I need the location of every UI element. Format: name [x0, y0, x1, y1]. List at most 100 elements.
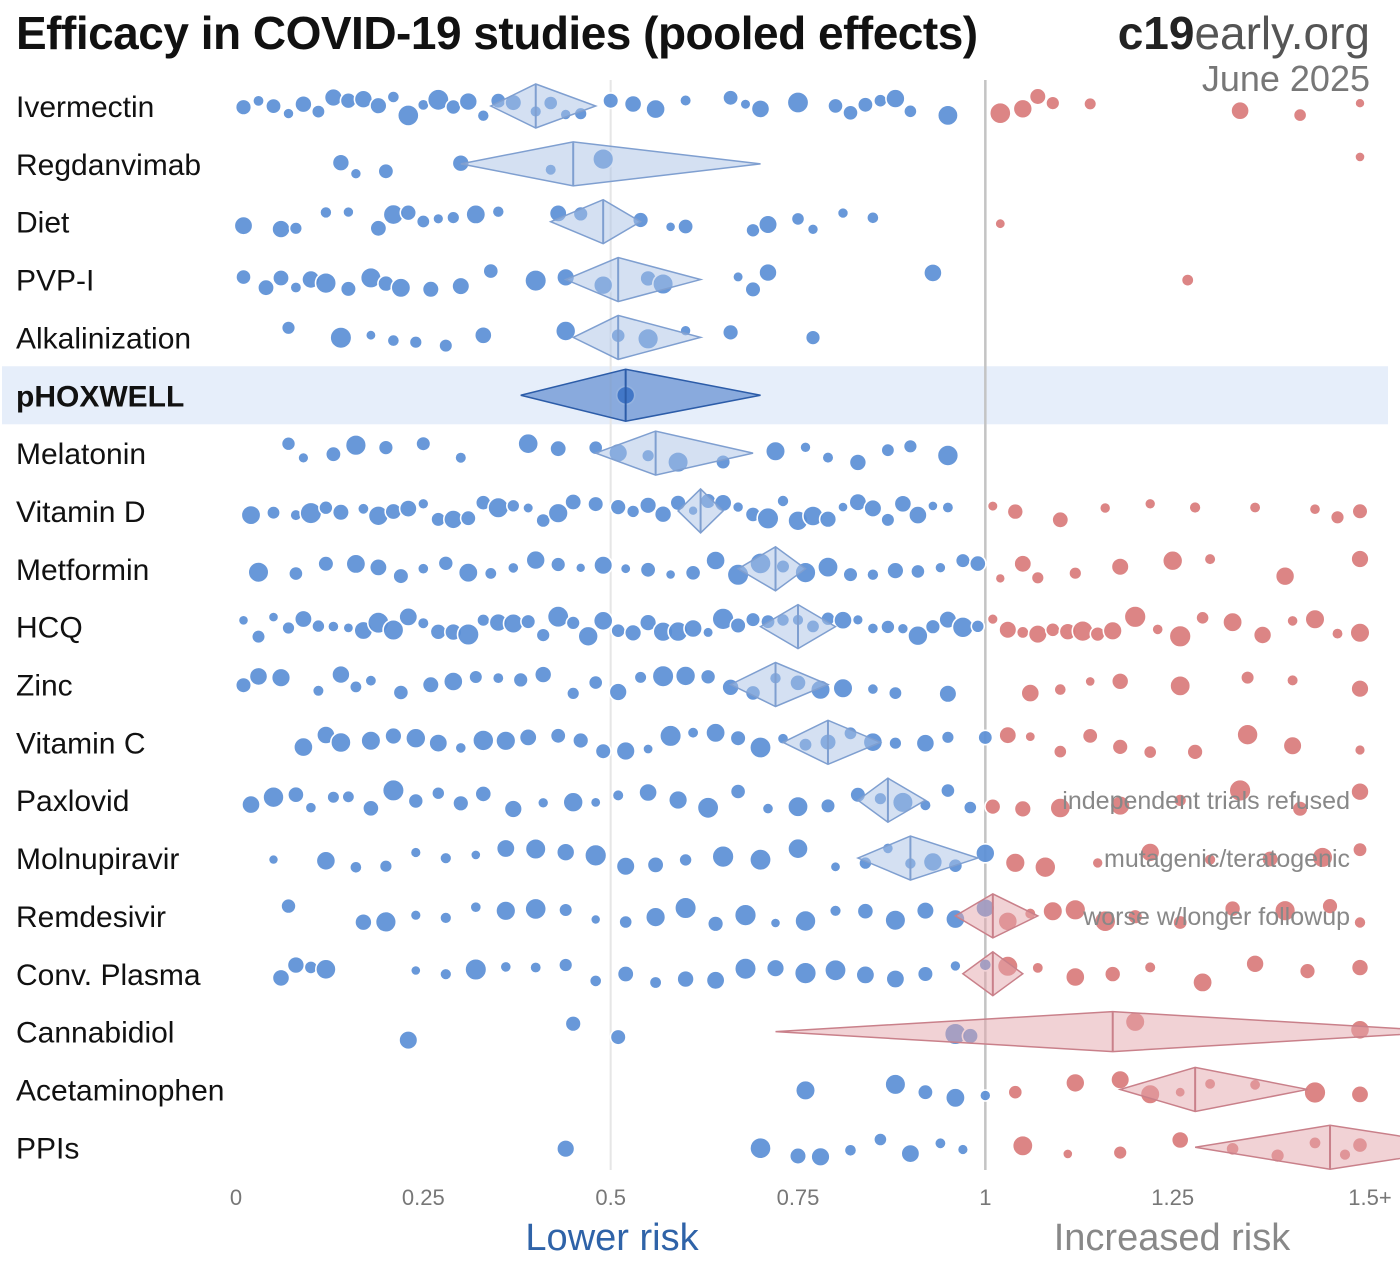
study-point — [247, 561, 270, 584]
study-point — [804, 329, 822, 346]
row-label: Metformin — [16, 554, 149, 587]
study-point — [381, 778, 406, 803]
study-point — [1248, 500, 1262, 514]
study-point — [757, 214, 779, 235]
study-point — [390, 277, 412, 299]
brand-logo[interactable]: c19early.org — [1118, 6, 1370, 60]
study-point — [924, 618, 942, 635]
study-point — [1011, 1134, 1034, 1157]
study-point — [558, 902, 574, 918]
study-point — [294, 94, 313, 114]
chart-title: Efficacy in COVID-19 studies (pooled eff… — [16, 7, 978, 59]
study-point — [615, 740, 636, 762]
study-point — [1354, 150, 1366, 163]
study-point — [341, 789, 356, 804]
study-point — [880, 442, 896, 458]
row-label: Regdanvimab — [16, 149, 201, 182]
study-point — [588, 974, 603, 988]
study-point — [866, 567, 880, 582]
study-point — [1052, 744, 1068, 759]
row-label: Vitamin D — [16, 496, 146, 529]
study-point — [610, 622, 627, 639]
study-point — [888, 735, 903, 751]
study-point — [416, 497, 430, 511]
study-point — [1350, 1084, 1370, 1104]
study-point — [1203, 552, 1217, 566]
row-label: PVP-I — [16, 265, 94, 298]
pooled-diamond — [856, 835, 981, 881]
study-point — [547, 502, 569, 524]
study-point — [968, 554, 987, 573]
study-point — [619, 562, 632, 575]
study-point — [744, 611, 762, 628]
study-point — [1083, 96, 1098, 111]
study-point — [722, 89, 740, 107]
study-point — [349, 167, 363, 180]
study-point — [880, 512, 896, 528]
study-point — [250, 628, 267, 645]
study-point — [483, 566, 498, 581]
study-point — [639, 561, 657, 579]
study-point — [787, 837, 809, 860]
study-point — [398, 499, 418, 519]
study-point — [369, 96, 388, 115]
diamond-shape — [953, 893, 1040, 939]
study-point — [369, 219, 388, 238]
study-point — [902, 438, 919, 454]
study-point — [733, 957, 758, 981]
study-point — [758, 262, 778, 283]
study-point — [821, 451, 835, 465]
study-point — [429, 622, 448, 641]
study-point — [458, 91, 479, 112]
study-point — [676, 969, 695, 989]
study-point — [1110, 557, 1130, 577]
study-point — [1071, 619, 1094, 643]
study-point — [1110, 671, 1130, 691]
study-point — [271, 268, 290, 287]
study-point — [292, 736, 314, 758]
study-point — [1230, 100, 1251, 121]
study-point — [1350, 781, 1370, 802]
row-label: Conv. Plasma — [16, 959, 201, 992]
diamond-shape — [856, 777, 927, 824]
study-point — [439, 911, 453, 925]
diamond-shape — [593, 430, 754, 476]
study-point — [936, 444, 960, 467]
study-point — [1091, 856, 1104, 870]
study-point — [818, 510, 838, 529]
study-point — [761, 802, 775, 815]
study-point — [885, 88, 906, 109]
study-point — [377, 439, 395, 456]
study-point — [1084, 675, 1097, 688]
study-point — [978, 1089, 992, 1102]
study-point — [1273, 899, 1297, 922]
row-label: Acetaminophen — [16, 1074, 224, 1107]
study-point — [602, 92, 620, 110]
study-point — [856, 96, 874, 114]
study-point — [468, 669, 484, 685]
study-point — [562, 791, 585, 814]
study-point — [873, 93, 888, 109]
x-tick-label: 0.5 — [595, 1185, 626, 1210]
study-point — [342, 621, 355, 634]
study-point — [1102, 620, 1123, 641]
pooled-diamond — [728, 661, 830, 708]
study-point — [829, 860, 842, 873]
study-point — [310, 104, 326, 120]
study-point — [378, 858, 394, 874]
study-point — [949, 959, 962, 973]
study-point — [744, 280, 762, 299]
study-point — [398, 1029, 419, 1051]
study-point — [900, 1143, 921, 1164]
pooled-diamond — [460, 141, 761, 187]
study-point — [476, 108, 491, 123]
study-point — [994, 217, 1007, 230]
study-point — [873, 1132, 888, 1147]
pooled-diamond — [856, 777, 927, 824]
study-point — [502, 612, 524, 635]
study-point — [750, 99, 771, 119]
pooled-diamond — [1117, 1066, 1308, 1113]
study-point — [533, 665, 553, 684]
study-point — [1261, 849, 1280, 868]
